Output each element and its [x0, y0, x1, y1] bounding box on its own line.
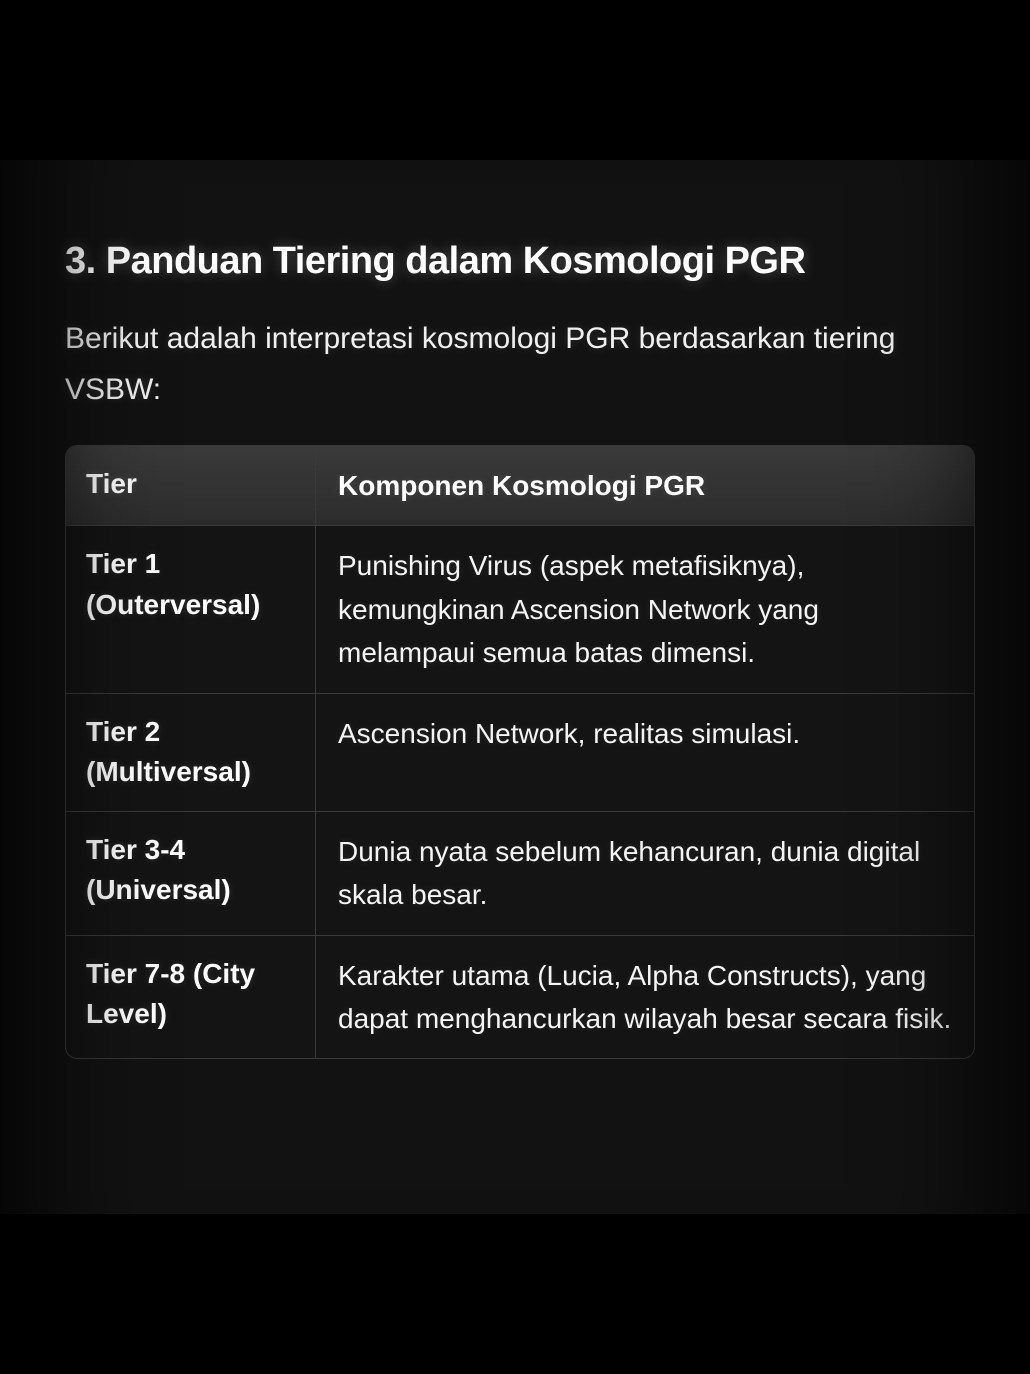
- table-row: Tier 1 (Outerversal) Punishing Virus (as…: [66, 525, 974, 692]
- tier-table: Tier Komponen Kosmologi PGR Tier 1 (Oute…: [65, 445, 975, 1059]
- desc-cell: Ascension Network, realitas simulasi.: [316, 694, 974, 811]
- tier-cell: Tier 7-8 (City Level): [66, 936, 316, 1059]
- section-heading: 3. Panduan Tiering dalam Kosmologi PGR: [65, 240, 975, 283]
- tier-cell: Tier 3-4 (Universal): [66, 812, 316, 935]
- desc-cell: Dunia nyata sebelum kehancuran, dunia di…: [316, 812, 974, 935]
- table-header-row: Tier Komponen Kosmologi PGR: [66, 446, 974, 525]
- page: 3. Panduan Tiering dalam Kosmologi PGR B…: [0, 0, 1030, 1374]
- table-row: Tier 2 (Multiversal) Ascension Network, …: [66, 693, 974, 811]
- tier-cell: Tier 1 (Outerversal): [66, 526, 316, 692]
- table-row: Tier 7-8 (City Level) Karakter utama (Lu…: [66, 935, 974, 1059]
- table-row: Tier 3-4 (Universal) Dunia nyata sebelum…: [66, 811, 974, 935]
- col-header-desc: Komponen Kosmologi PGR: [316, 446, 974, 525]
- desc-cell: Karakter utama (Lucia, Alpha Constructs)…: [316, 936, 974, 1059]
- col-header-tier: Tier: [66, 446, 316, 525]
- desc-cell: Punishing Virus (aspek metafisiknya), ke…: [316, 526, 974, 692]
- content-panel: 3. Panduan Tiering dalam Kosmologi PGR B…: [0, 160, 1030, 1214]
- intro-text: Berikut adalah interpretasi kosmologi PG…: [65, 313, 975, 415]
- tier-cell: Tier 2 (Multiversal): [66, 694, 316, 811]
